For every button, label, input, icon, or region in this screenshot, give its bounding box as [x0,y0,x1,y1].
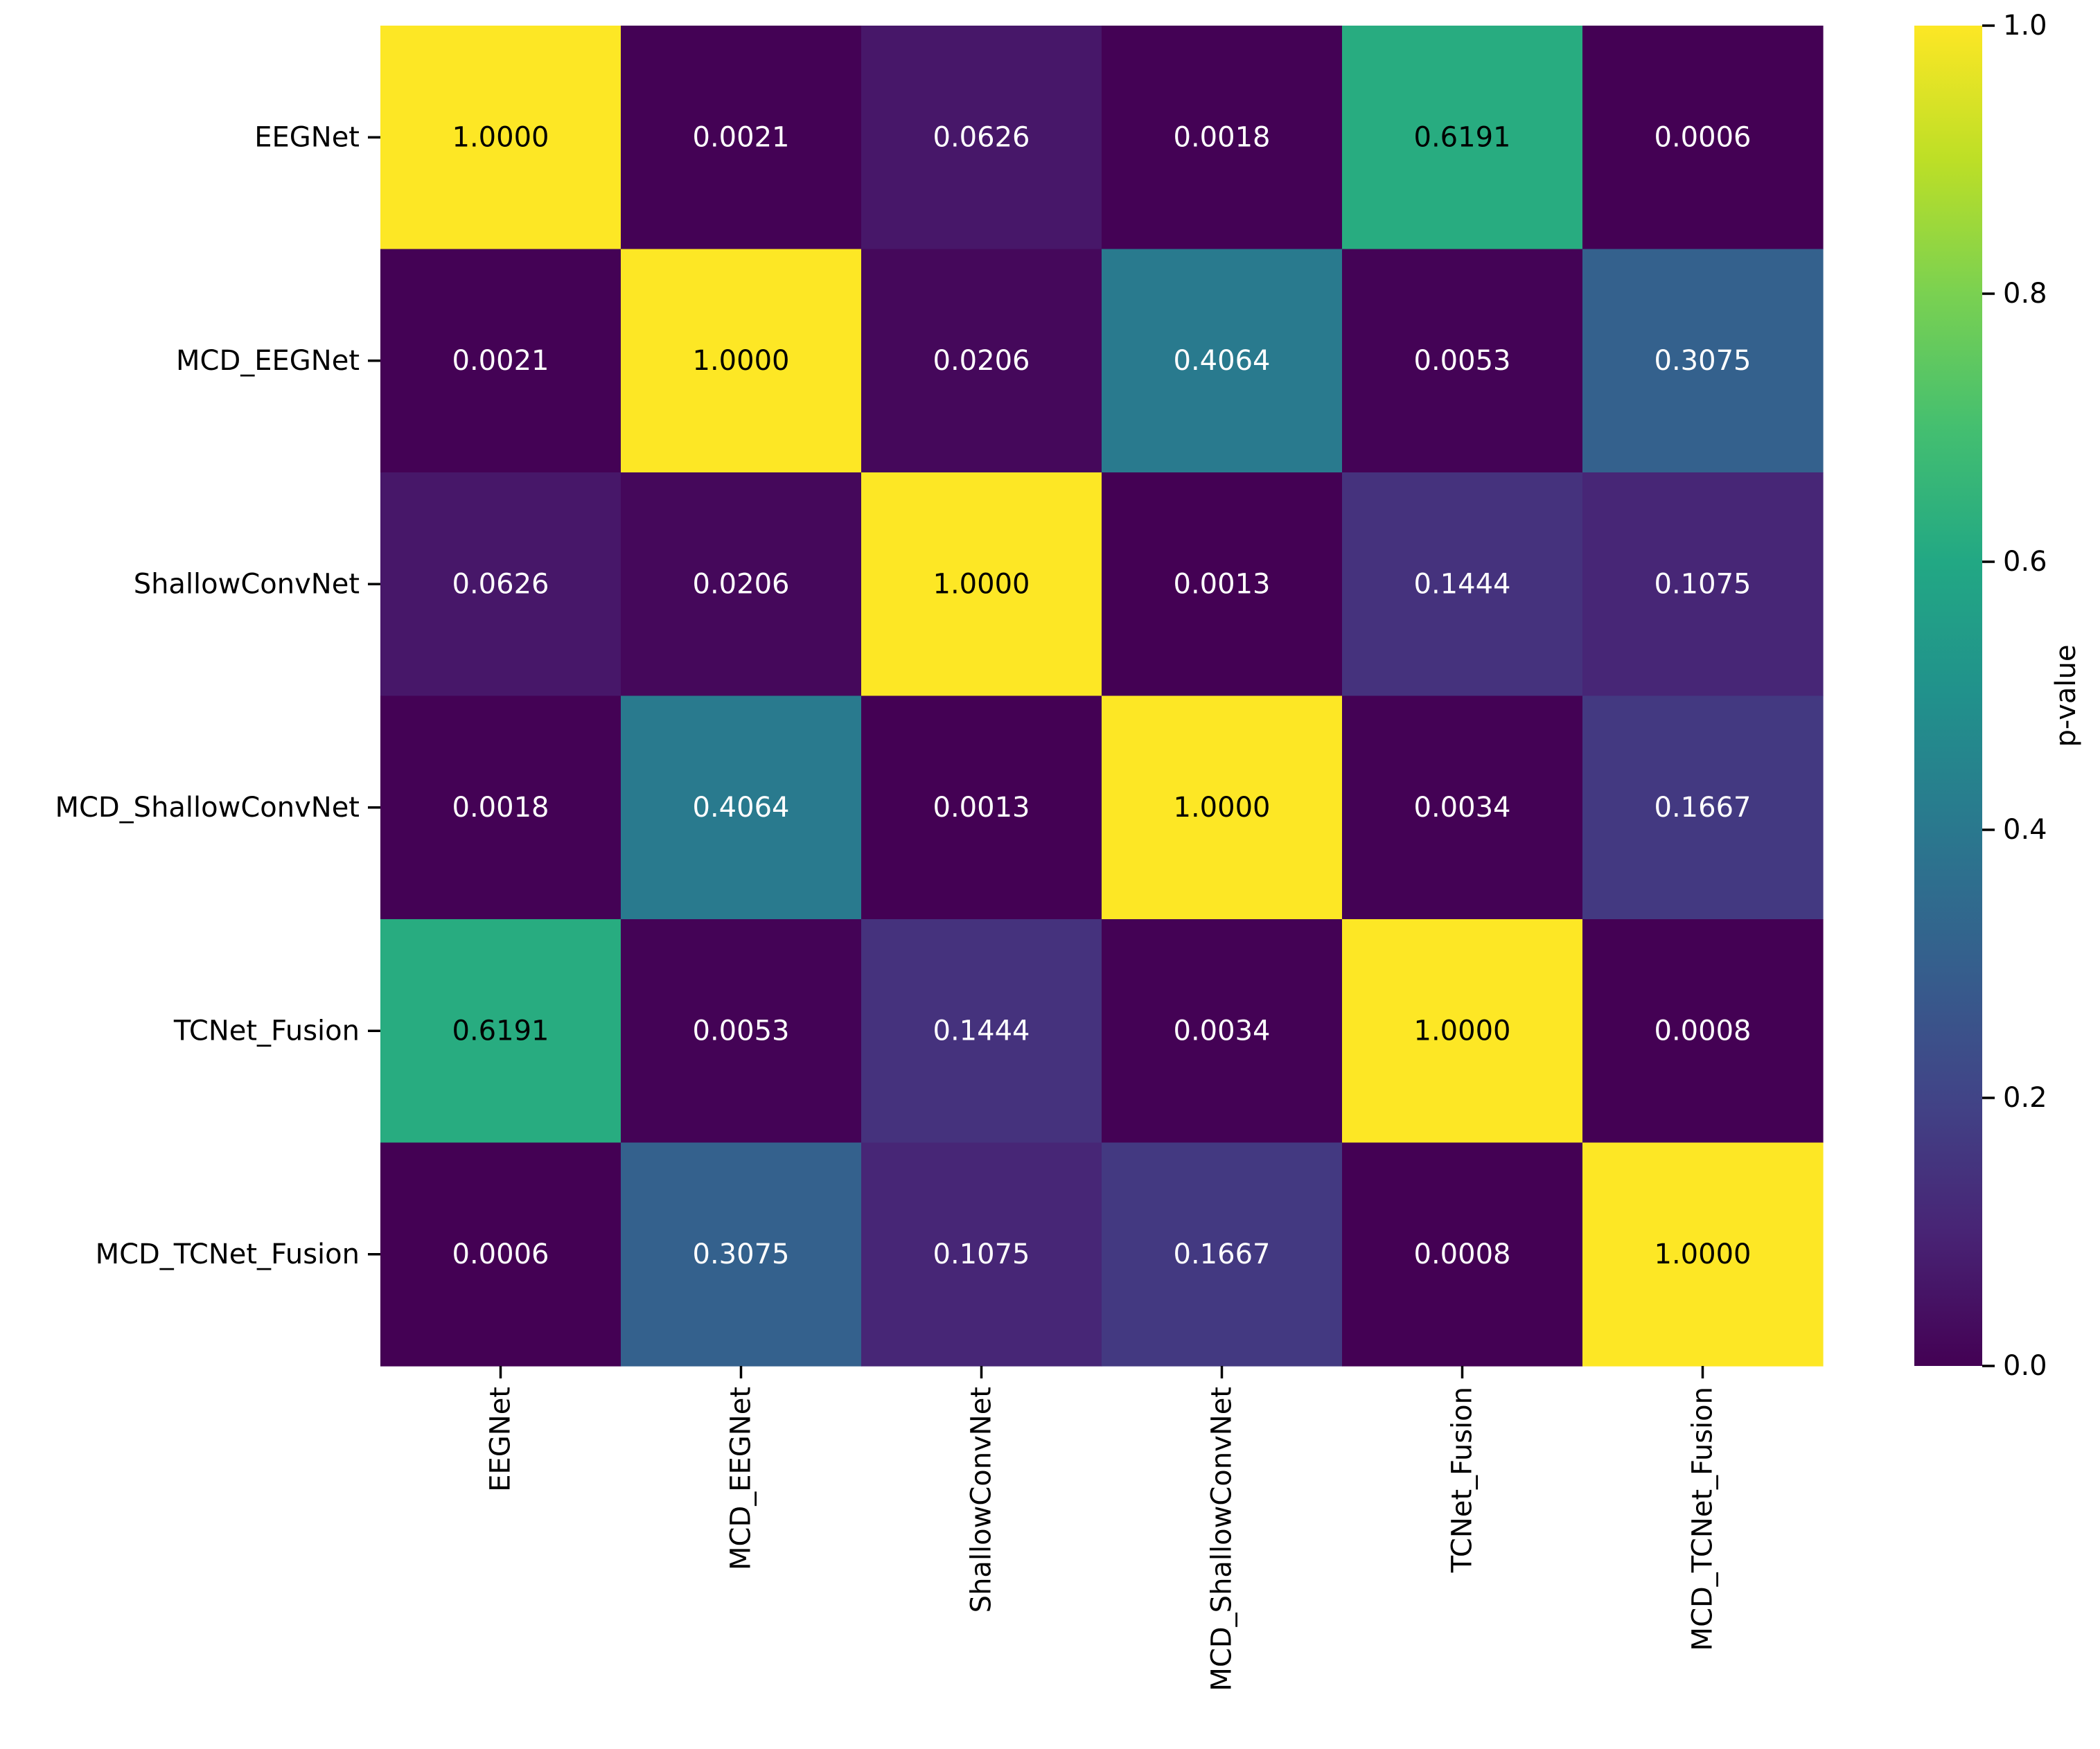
y-axis: EEGNet MCD_EEGNet ShallowConvNet MCD_Shallo… [55,121,380,1270]
cell-value-label: 1.0000 [1655,1238,1752,1270]
heatmap-cell-mcd-eegnet-eegnet [380,249,621,473]
colorbar-tick-label: 0.8 [2003,278,2047,310]
y-tick-label-mcd-tcnet-fusion: MCD_TCNet_Fusion [96,1238,360,1270]
cell-value-label: 0.1075 [933,1238,1030,1270]
heatmap-cell-mcd-shallowconvnet-mcd-eegnet [621,695,862,920]
cell-value-label: 0.0034 [1414,792,1511,824]
x-tick-label-eegnet: EEGNet [485,1387,517,1492]
heatmap-cell-tcnet-fusion-eegnet [380,919,621,1144]
heatmap-cell-shallowconvnet-shallowconvnet [861,472,1102,697]
heatmap-cell-shallowconvnet-mcd-eegnet [621,472,862,697]
heatmap-cell-tcnet-fusion-shallowconvnet [861,919,1102,1144]
cell-value-label: 0.0013 [933,792,1030,824]
heatmap-cell-tcnet-fusion-mcd-shallowconvnet [1102,919,1343,1144]
cell-value-label: 0.3075 [1655,345,1752,377]
cell-value-label: 0.0626 [933,121,1030,153]
heatmap-cell-tcnet-fusion-tcnet-fusion [1342,919,1583,1144]
cell-value-label: 0.0018 [1174,121,1271,153]
x-tick-label-mcd-tcnet-fusion: MCD_TCNet_Fusion [1687,1387,1719,1651]
cell-value-label: 0.4064 [1174,345,1271,377]
heatmap-cell-mcd-tcnet-fusion-mcd-tcnet-fusion [1582,1142,1824,1367]
heatmap-cell-mcd-tcnet-fusion-eegnet [380,1142,621,1367]
cell-value-label: 0.0006 [452,1238,549,1270]
heatmap-cell-eegnet-mcd-tcnet-fusion [1582,26,1824,250]
heatmap-cell-mcd-tcnet-fusion-shallowconvnet [861,1142,1102,1367]
cell-value-label: 0.0206 [933,345,1030,377]
cell-value-label: 0.0006 [1655,121,1752,153]
colorbar-tick-label: 0.2 [2003,1082,2047,1114]
cell-value-label: 0.1075 [1655,568,1752,600]
cell-value-label: 0.1667 [1174,1238,1271,1270]
cell-value-label: 1.0000 [452,121,549,153]
colorbar-gradient [1914,26,1982,1366]
x-tick-label-shallowconvnet: ShallowConvNet [966,1387,998,1613]
heatmap-cell-shallowconvnet-tcnet-fusion [1342,472,1583,697]
heatmap-cell-mcd-eegnet-mcd-shallowconvnet [1102,249,1343,473]
heatmap-cell-mcd-eegnet-tcnet-fusion [1342,249,1583,473]
cell-value-label: 0.4064 [693,792,790,824]
cell-value-label: 1.0000 [1174,792,1271,824]
cell-value-label: 1.0000 [693,345,790,377]
heatmap-cell-mcd-tcnet-fusion-tcnet-fusion [1342,1142,1583,1367]
cell-value-label: 0.1444 [1414,568,1511,600]
cell-value-label: 0.0008 [1655,1015,1752,1047]
y-tick-label-mcd-eegnet: MCD_EEGNet [176,345,360,377]
heatmap-cell-mcd-eegnet-mcd-eegnet [621,249,862,473]
heatmap-cell-eegnet-tcnet-fusion [1342,26,1583,250]
colorbar-label: p-value [2050,644,2082,747]
y-tick-label-shallowconvnet: ShallowConvNet [134,568,360,600]
cell-value-label: 0.0008 [1414,1238,1511,1270]
heatmap-cell-eegnet-eegnet [380,26,621,250]
cell-value-label: 1.0000 [933,568,1030,600]
colorbar-tick-label: 0.0 [2003,1350,2047,1382]
cell-value-label: 0.0053 [693,1015,790,1047]
heatmap-cell-eegnet-mcd-eegnet [621,26,862,250]
cell-value-label: 0.1444 [933,1015,1030,1047]
heatmap-cell-tcnet-fusion-mcd-tcnet-fusion [1582,919,1824,1144]
colorbar-tick-label: 1.0 [2003,10,2047,42]
heatmap-cell-mcd-shallowconvnet-shallowconvnet [861,695,1102,920]
cell-value-label: 1.0000 [1414,1015,1511,1047]
colorbar-tick-label: 0.6 [2003,546,2047,578]
x-axis: EEGNet MCD_EEGNet ShallowConvNet MCD_Shallo… [485,1366,1719,1692]
cell-value-label: 0.0034 [1174,1015,1271,1047]
cell-value-label: 0.0018 [452,792,549,824]
cell-value-label: 0.0021 [693,121,790,153]
cell-value-label: 0.0021 [452,345,549,377]
y-tick-label-eegnet: EEGNet [254,121,360,153]
heatmap-cell-mcd-shallowconvnet-eegnet [380,695,621,920]
x-tick-label-tcnet-fusion: TCNet_Fusion [1447,1387,1479,1573]
cell-value-label: 0.6191 [1414,121,1511,153]
colorbar: 0.0 0.2 0.4 0.6 0.8 1.0 p-value [1914,10,2082,1382]
y-tick-label-mcd-shallowconvnet: MCD_ShallowConvNet [55,792,360,824]
heatmap-cell-mcd-shallowconvnet-mcd-shallowconvnet [1102,695,1343,920]
x-tick-label-mcd-shallowconvnet: MCD_ShallowConvNet [1206,1387,1238,1692]
cell-value-label: 0.3075 [693,1238,790,1270]
heatmap-cell-shallowconvnet-mcd-shallowconvnet [1102,472,1343,697]
heatmap-cell-mcd-eegnet-mcd-tcnet-fusion [1582,249,1824,473]
cell-value-label: 0.0013 [1174,568,1271,600]
heatmap-cell-mcd-tcnet-fusion-mcd-shallowconvnet [1102,1142,1343,1367]
heatmap-cell-mcd-shallowconvnet-tcnet-fusion [1342,695,1583,920]
cell-value-label: 0.1667 [1655,792,1752,824]
heatmap-cells [380,26,1824,1367]
y-tick-label-tcnet-fusion: TCNet_Fusion [173,1015,360,1047]
heatmap-cell-eegnet-mcd-shallowconvnet [1102,26,1343,250]
heatmap-cell-shallowconvnet-mcd-tcnet-fusion [1582,472,1824,697]
cell-value-label: 0.0053 [1414,345,1511,377]
heatmap-cell-shallowconvnet-eegnet [380,472,621,697]
colorbar-tick-label: 0.4 [2003,814,2047,846]
heatmap-cell-mcd-eegnet-shallowconvnet [861,249,1102,473]
heatmap-cell-mcd-tcnet-fusion-mcd-eegnet [621,1142,862,1367]
heatmap-cell-mcd-shallowconvnet-mcd-tcnet-fusion [1582,695,1824,920]
cell-value-label: 0.0626 [452,568,549,600]
cell-value-label: 0.0206 [693,568,790,600]
heatmap-cell-labels: 1.0000 0.0021 0.0626 0.0018 0.6191 0.0006 0.00… [452,121,1752,1270]
cell-value-label: 0.6191 [452,1015,549,1047]
heatmap-cell-eegnet-shallowconvnet [861,26,1102,250]
heatmap-cell-tcnet-fusion-mcd-eegnet [621,919,862,1144]
x-tick-label-mcd-eegnet: MCD_EEGNet [725,1387,757,1570]
